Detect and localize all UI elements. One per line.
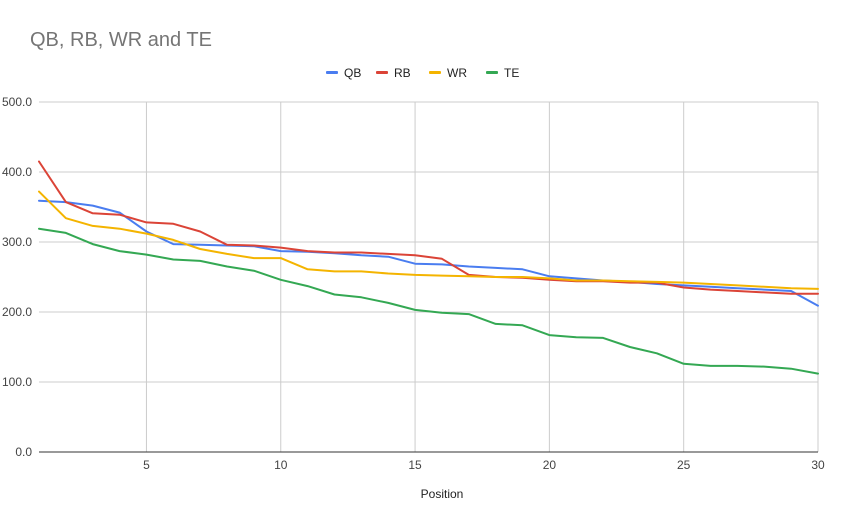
- y-tick-label: 0.0: [15, 445, 32, 459]
- x-tick-label: 10: [274, 458, 288, 472]
- legend-item-qb[interactable]: QB: [326, 66, 361, 80]
- legend-item-rb[interactable]: RB: [376, 66, 411, 80]
- legend-swatch: [486, 71, 498, 74]
- x-tick-label: 5: [143, 458, 150, 472]
- legend-swatch: [326, 71, 338, 74]
- x-axis-label: Position: [421, 487, 464, 501]
- y-tick-label: 500.0: [2, 95, 32, 109]
- x-tick-label: 25: [677, 458, 691, 472]
- series-line-te: [38, 227, 819, 375]
- series-lines: [38, 160, 819, 375]
- series-line-qb: [38, 199, 819, 307]
- legend-item-te[interactable]: TE: [486, 66, 519, 80]
- y-tick-label: 100.0: [2, 375, 32, 389]
- legend-label: QB: [344, 66, 361, 80]
- legend-label: WR: [447, 66, 467, 80]
- x-axis-tick-labels: 5 10 15 20 25 30: [143, 458, 825, 472]
- x-tick-label: 20: [543, 458, 557, 472]
- y-axis-tick-labels: 0.0 100.0 200.0 300.0 400.0 500.0: [2, 95, 32, 459]
- legend-swatch: [376, 71, 388, 74]
- chart-title: QB, RB, WR and TE: [30, 29, 212, 51]
- legend-label: RB: [394, 66, 411, 80]
- series-line-wr: [38, 190, 819, 290]
- x-tick-label: 15: [408, 458, 422, 472]
- series-line-rb: [38, 160, 819, 295]
- y-tick-label: 200.0: [2, 305, 32, 319]
- y-tick-label: 300.0: [2, 235, 32, 249]
- legend-item-wr[interactable]: WR: [429, 66, 467, 80]
- legend-label: TE: [504, 66, 519, 80]
- x-tick-label: 30: [811, 458, 825, 472]
- y-tick-label: 400.0: [2, 165, 32, 179]
- legend-swatch: [429, 71, 441, 74]
- legend[interactable]: QB RB WR TE: [326, 66, 519, 80]
